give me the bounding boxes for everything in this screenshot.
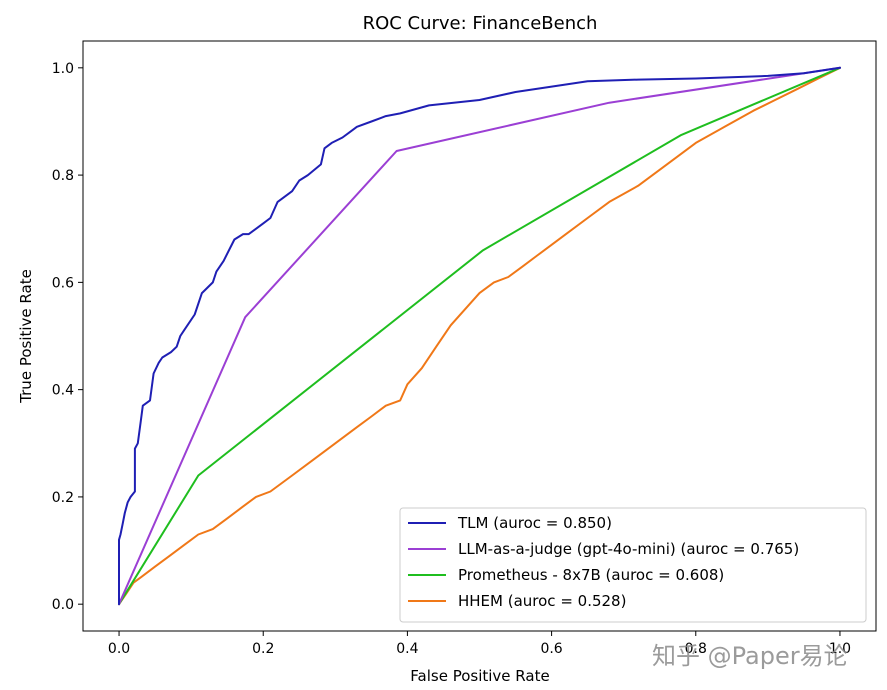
chart-title: ROC Curve: FinanceBench bbox=[363, 13, 598, 34]
y-axis-label: True Positive Rate bbox=[17, 269, 35, 404]
legend-entry-label: LLM-as-a-judge (gpt-4o-mini) (auroc = 0.… bbox=[458, 540, 799, 558]
x-tick-label: 0.8 bbox=[685, 641, 707, 657]
legend-entry-label: TLM (auroc = 0.850) bbox=[457, 514, 612, 532]
y-tick-label: 1.0 bbox=[52, 61, 74, 77]
series-line-0 bbox=[118, 66, 841, 606]
x-tick-label: 0.2 bbox=[252, 641, 274, 657]
series-lines bbox=[118, 66, 841, 606]
legend-entry-label: Prometheus - 8x7B (auroc = 0.608) bbox=[458, 566, 724, 584]
watermark: 知乎 @Paper易论 bbox=[652, 642, 848, 670]
y-tick-label: 0.0 bbox=[52, 597, 74, 613]
series-line-1 bbox=[118, 66, 841, 606]
y-tick-label: 0.8 bbox=[52, 168, 74, 184]
x-axis-ticks: 0.0 0.2 0.4 0.6 0.8 1.0 bbox=[108, 631, 851, 657]
series-line-2 bbox=[118, 66, 841, 606]
series-line-3 bbox=[118, 66, 841, 606]
legend: TLM (auroc = 0.850) LLM-as-a-judge (gpt-4… bbox=[399, 507, 867, 623]
y-tick-label: 0.4 bbox=[52, 383, 74, 399]
legend-box bbox=[399, 507, 867, 623]
x-tick-label: 0.6 bbox=[540, 641, 562, 657]
y-tick-label: 0.6 bbox=[52, 275, 74, 291]
x-tick-label: 0.0 bbox=[108, 641, 130, 657]
y-tick-label: 0.2 bbox=[52, 490, 74, 506]
plot-frame bbox=[82, 40, 877, 632]
y-axis-ticks: 0.0 0.2 0.4 0.6 0.8 1.0 bbox=[52, 61, 83, 613]
x-tick-label: 1.0 bbox=[829, 641, 851, 657]
x-axis-label: False Positive Rate bbox=[410, 667, 549, 685]
legend-entry-label: HHEM (auroc = 0.528) bbox=[458, 592, 626, 610]
x-tick-label: 0.4 bbox=[396, 641, 418, 657]
